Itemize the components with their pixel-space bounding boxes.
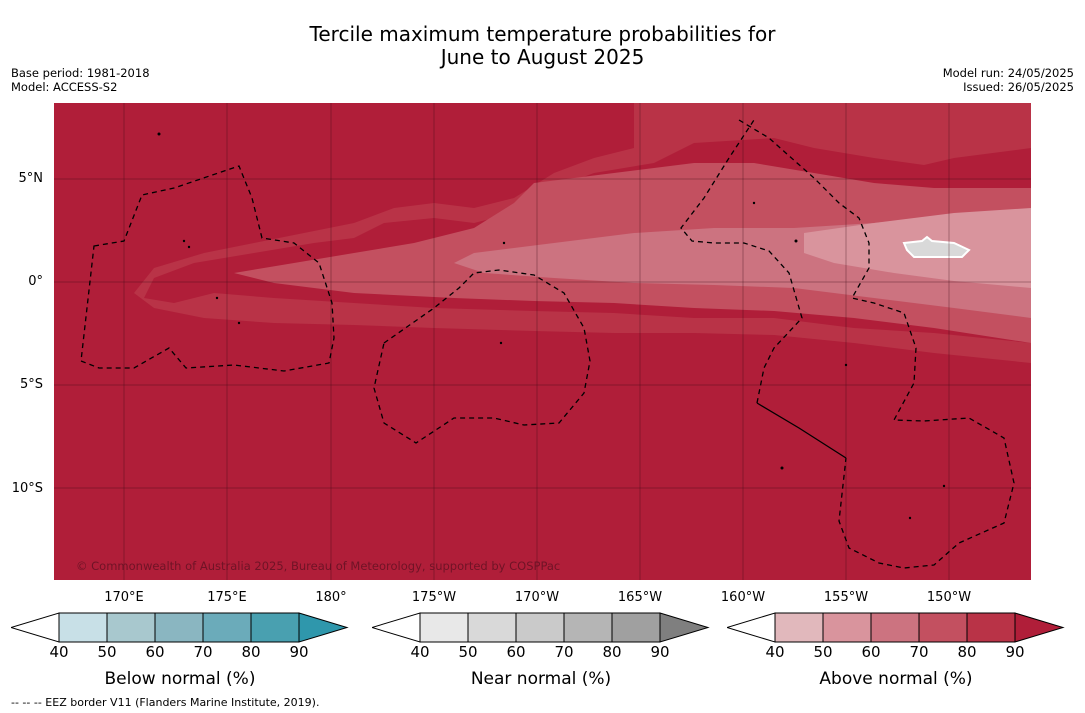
colorbar-tick: 50 (97, 643, 117, 661)
colorbar-tick: 50 (458, 643, 478, 661)
eez-border-line-islands (738, 119, 1015, 569)
colorbar-extend-high (1014, 612, 1065, 643)
eez-border-tuvalu-tokelau (373, 269, 591, 444)
lon-label-155w: 155°W (823, 590, 869, 605)
colorbar-tick: 70 (909, 643, 929, 661)
eez-border-kiribati-gilbert (80, 165, 335, 372)
model-run: Model run: 24/05/2025 (942, 66, 1074, 80)
colorbar-tick: 60 (145, 643, 165, 661)
colorbar-label-below: Below normal (%) (104, 669, 256, 689)
lon-label-180: 180° (315, 590, 347, 605)
colorbar-segment (467, 612, 517, 643)
colorbar-extend-low (11, 612, 60, 643)
colorbar-segment (563, 612, 613, 643)
colorbar-label-near: Near normal (%) (470, 669, 612, 689)
colorbar-tick: 60 (861, 643, 881, 661)
lon-label-170e: 170°E (104, 590, 144, 605)
model-name: Model: ACCESS-S2 (11, 80, 118, 94)
colorbar-segment (58, 612, 108, 643)
colorbar-tick: 70 (193, 643, 213, 661)
colorbar-label-above: Above normal (%) (819, 669, 973, 689)
colorbar-segment (154, 612, 204, 643)
colorbar-segment (822, 612, 872, 643)
colorbar-extend-low (727, 612, 776, 643)
colorbar-above-normal (727, 612, 1065, 643)
eez-border-kiribati-east (680, 119, 803, 404)
eez-border-solid-segment (756, 402, 847, 459)
colorbar-near-normal (372, 612, 710, 643)
near-normal-patch (902, 235, 971, 258)
lat-label-10s: 10°S (11, 481, 43, 496)
band-80 (134, 103, 1031, 363)
lon-label-175w: 175°W (411, 590, 457, 605)
colorbar-segment (515, 612, 565, 643)
colorbar-segment (774, 612, 824, 643)
chart-title-line2: June to August 2025 (440, 45, 645, 69)
colorbar-tick: 40 (49, 643, 69, 661)
colorbar-tick: 70 (554, 643, 574, 661)
colorbar-segment (611, 612, 661, 643)
colorbar-segment (202, 612, 252, 643)
colorbar-tick: 90 (650, 643, 670, 661)
eez-borders (80, 119, 1015, 569)
colorbar-extend-high (659, 612, 710, 643)
lon-label-160w: 160°W (720, 590, 766, 605)
lat-label-5n: 5°N (18, 171, 44, 186)
chart-title-line1: Tercile maximum temperature probabilitie… (309, 22, 776, 46)
issued-date: Issued: 26/05/2025 (963, 80, 1074, 94)
lon-label-165w: 165°W (617, 590, 663, 605)
islands (157, 132, 946, 520)
colorbar-tick: 80 (602, 643, 622, 661)
colorbar-segment (419, 612, 469, 643)
lon-label-150w: 150°W (926, 590, 972, 605)
colorbar-tick: 80 (241, 643, 261, 661)
colorbar-segment (250, 612, 300, 643)
colorbar-tick: 40 (410, 643, 430, 661)
colorbar-tick: 40 (765, 643, 785, 661)
lat-label-5s: 5°S (19, 377, 43, 392)
lon-label-175e: 175°E (207, 590, 247, 605)
lat-label-0: 0° (28, 274, 43, 289)
colorbar-segment (870, 612, 920, 643)
base-period: Base period: 1981-2018 (11, 66, 150, 80)
probability-map (54, 103, 1031, 580)
colorbar-extend-high (298, 612, 349, 643)
colorbar-tick: 90 (1005, 643, 1025, 661)
eez-footer-note: -- -- -- EEZ border V11 (Flanders Marine… (11, 696, 320, 709)
colorbar-segment (966, 612, 1016, 643)
colorbar-tick: 60 (506, 643, 526, 661)
colorbar-tick: 90 (289, 643, 309, 661)
colorbar-below-normal (11, 612, 349, 643)
colorbar-segment (106, 612, 156, 643)
colorbar-tick: 50 (813, 643, 833, 661)
colorbar-tick: 80 (957, 643, 977, 661)
map-copyright: © Commonwealth of Australia 2025, Bureau… (76, 559, 561, 573)
gridlines (54, 103, 1031, 580)
lon-label-170w: 170°W (514, 590, 560, 605)
colorbar-extend-low (372, 612, 421, 643)
colorbar-segment (918, 612, 968, 643)
